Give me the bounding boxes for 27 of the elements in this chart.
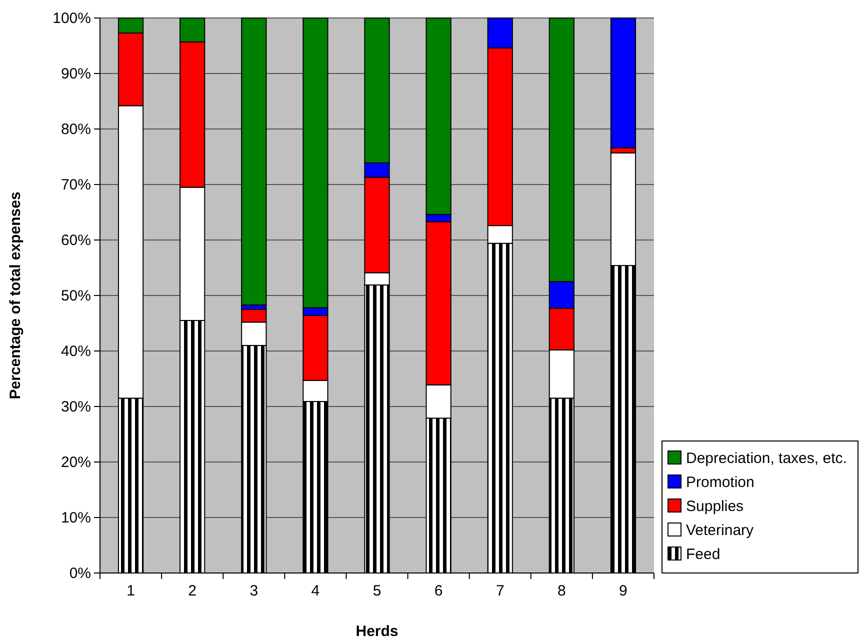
y-tick-label: 60%: [60, 232, 91, 249]
y-tick-label: 90%: [60, 65, 91, 82]
y-tick-label: 100%: [52, 10, 91, 27]
y-tick-label: 0%: [69, 564, 91, 582]
legend-label: Promotion: [686, 474, 754, 491]
legend-label: Supplies: [686, 498, 744, 515]
y-tick-label: 80%: [60, 120, 91, 138]
legend-label: Depreciation, taxes, etc.: [686, 450, 847, 467]
x-tick-label: 6: [434, 582, 443, 600]
y-tick-label: 20%: [60, 454, 91, 471]
x-tick-label: 2: [188, 582, 197, 600]
x-tick-label: 7: [496, 582, 504, 600]
y-axis-title: Percentage of total expenses: [7, 192, 24, 400]
x-tick-label: 9: [619, 582, 628, 600]
y-tick-label: 70%: [60, 176, 91, 194]
legend-label: Veterinary: [686, 522, 754, 539]
x-tick-label: 4: [311, 582, 320, 600]
x-tick-label: 1: [126, 582, 135, 600]
y-tick-label: 30%: [60, 398, 91, 416]
legend-label: Feed: [686, 546, 720, 563]
x-tick-label: 8: [557, 582, 566, 600]
y-tick-label: 40%: [60, 342, 91, 360]
y-tick-label: 50%: [60, 287, 91, 304]
y-tick-label: 10%: [60, 509, 91, 526]
x-tick-label: 3: [250, 582, 258, 600]
x-tick-label: 5: [372, 582, 382, 600]
x-axis-title: Herds: [356, 623, 398, 640]
